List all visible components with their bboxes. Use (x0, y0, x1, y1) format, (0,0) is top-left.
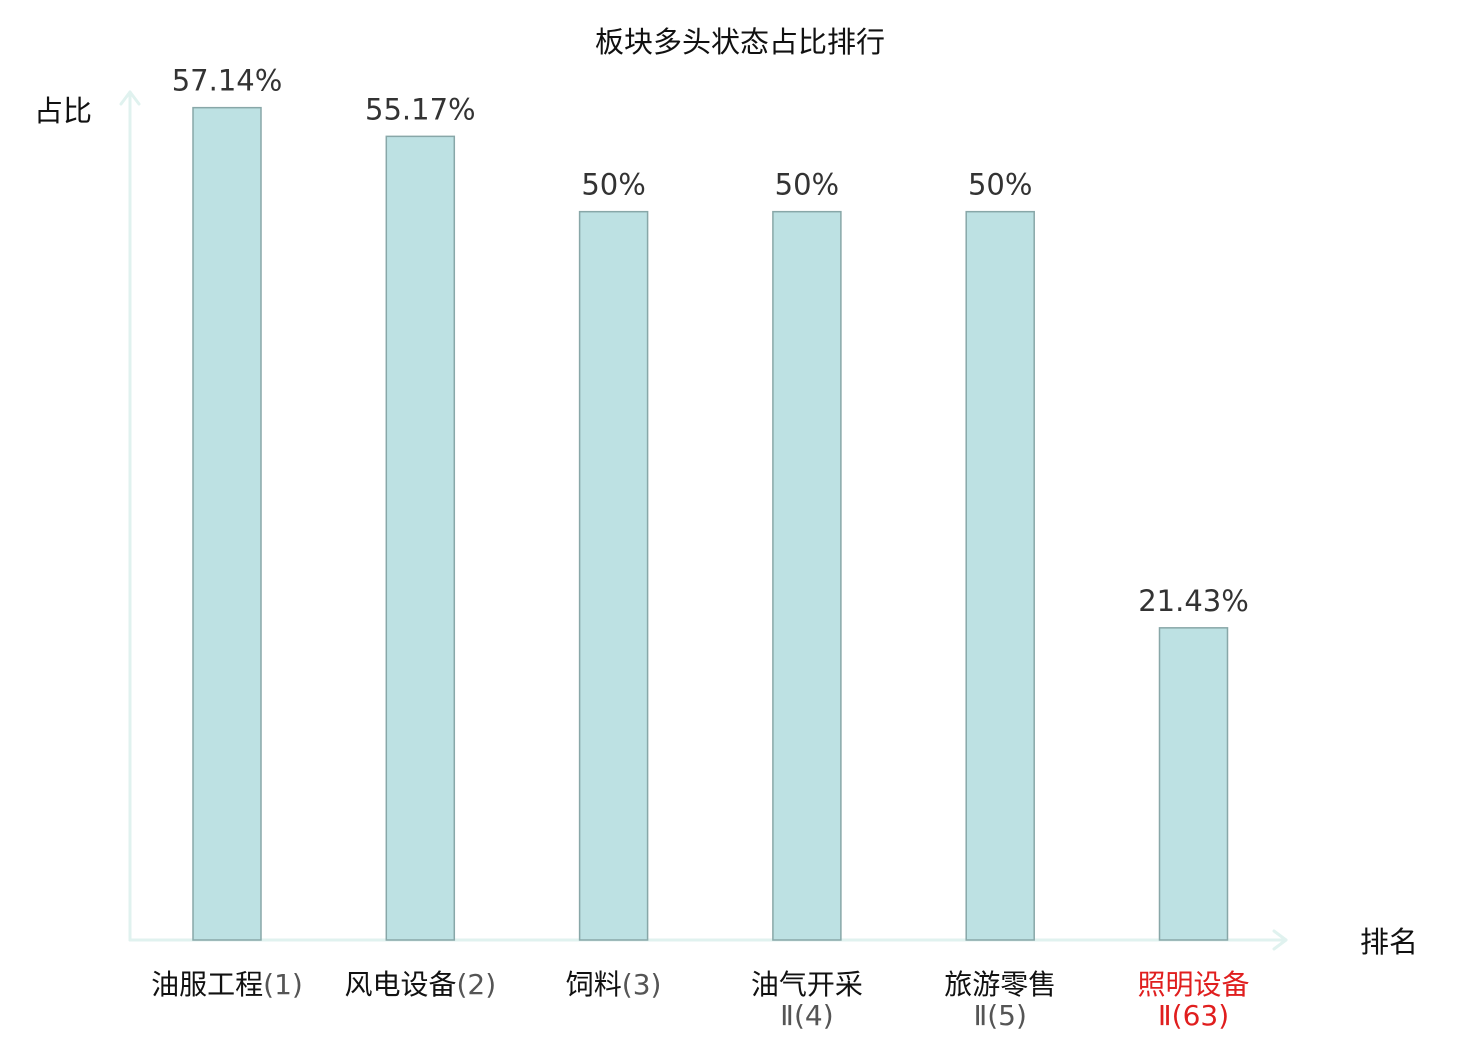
category-name-4: 油气开采 (751, 968, 863, 1001)
y-axis-arrow (119, 90, 141, 106)
category-rank-3: (3) (622, 968, 662, 1001)
chart-title: 板块多头状态占比排行 (595, 25, 885, 59)
value-label-1: 57.14% (172, 64, 283, 98)
category-name-1: 油服工程 (151, 968, 263, 1001)
bar-3 (578, 210, 649, 941)
category-label-4: 油气开采 (751, 968, 863, 1001)
category-label-3: 饲料(3) (566, 968, 662, 1001)
bar-6 (1158, 627, 1229, 941)
value-label-6: 21.43% (1138, 584, 1249, 618)
category-name-5: 旅游零售 (944, 968, 1056, 1001)
y-axis-label: 占比 (34, 94, 92, 128)
value-label-2: 55.17% (365, 92, 476, 126)
bar-2 (385, 135, 456, 941)
category-name-6: 照明设备 (1137, 968, 1249, 1001)
axes (119, 90, 1288, 951)
category-label-5: 旅游零售 (944, 968, 1056, 1001)
value-label-4: 50% (775, 168, 839, 202)
x-axis-label: 排名 (1360, 925, 1418, 959)
category-rank-1: (1) (263, 968, 303, 1001)
bar-4 (772, 210, 842, 941)
value-label-5: 50% (968, 168, 1032, 202)
labels-group: 57.14% 油服工程(1) 55.17% 风电设备(2) 50% 饲料(3) 50% 油气开… (151, 64, 1249, 1032)
category-label-1: 油服工程(1) (151, 968, 303, 1001)
category-label-2: 风电设备(2) (344, 968, 496, 1001)
category-label-6: 照明设备 (1137, 968, 1249, 1001)
category-rank-2: (2) (456, 968, 496, 1001)
bars-group (192, 106, 1229, 941)
bar-1 (192, 106, 262, 941)
category-name-2: 风电设备 (344, 968, 456, 1001)
category-rank-line-6: Ⅱ(63) (1158, 999, 1229, 1032)
bar-5 (965, 210, 1035, 941)
value-label-3: 50% (581, 168, 645, 202)
x-axis-arrow (1272, 929, 1288, 951)
category-name-3: 饲料 (566, 968, 622, 1001)
category-rank-line-5: Ⅱ(5) (973, 999, 1026, 1032)
category-rank-line-4: Ⅱ(4) (780, 999, 833, 1032)
